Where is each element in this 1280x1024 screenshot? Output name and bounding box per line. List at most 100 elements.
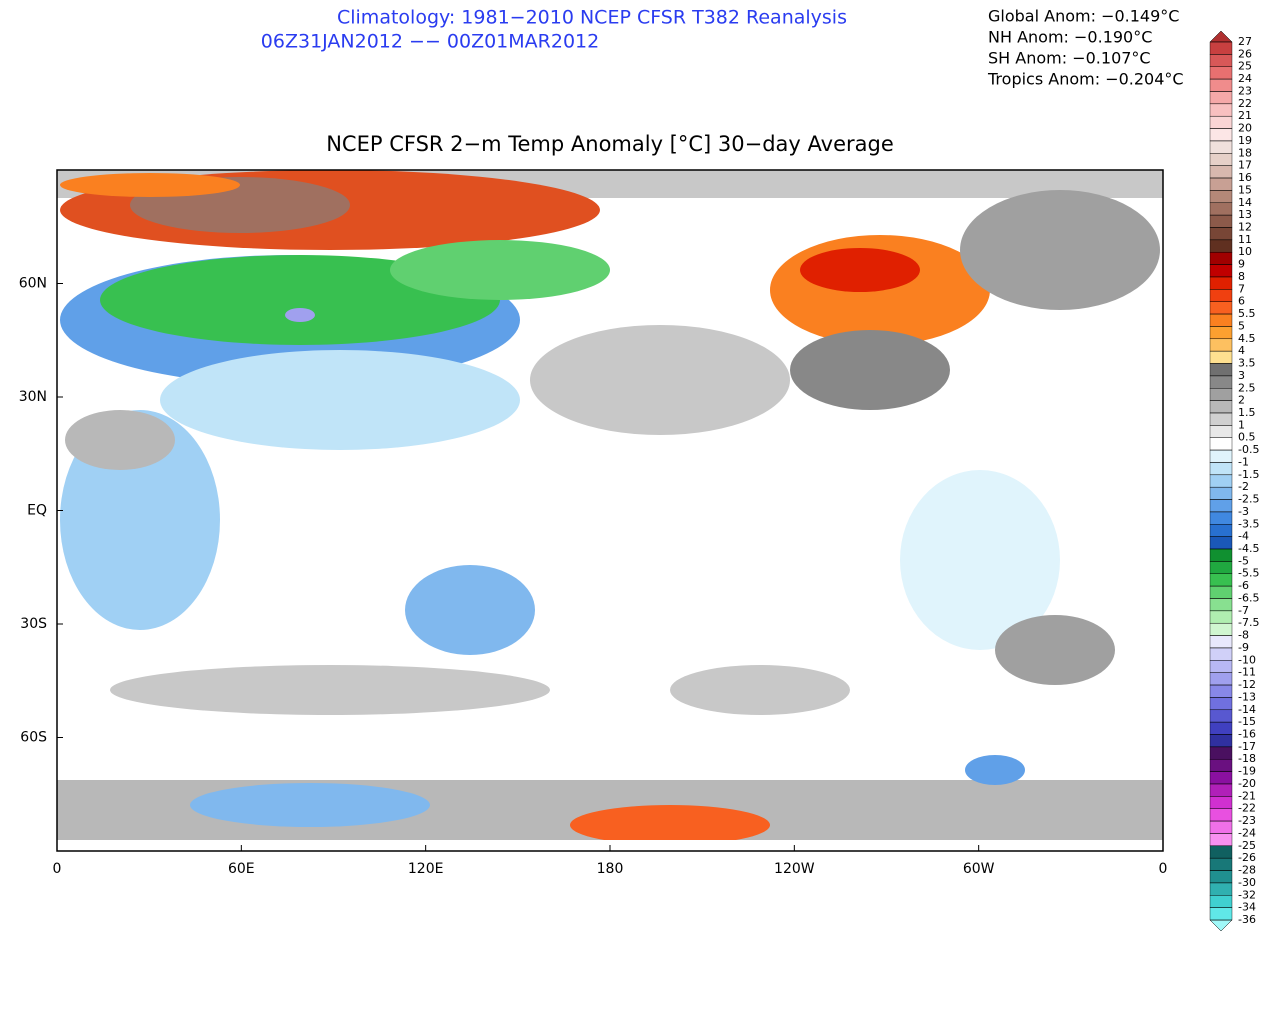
- colorbar-label: 19: [1238, 134, 1252, 147]
- colorbar-box: [1209, 103, 1233, 117]
- colorbar-box: [1209, 759, 1233, 772]
- colorbar-label: -3.5: [1238, 517, 1259, 530]
- colorbar-label: -7: [1238, 604, 1249, 617]
- colorbar-box: [1209, 783, 1233, 797]
- colorbar-label: 2.5: [1238, 381, 1256, 394]
- colorbar-label: -24: [1238, 826, 1256, 839]
- colorbar-label: -30: [1238, 876, 1256, 889]
- colorbar-label: 4: [1238, 344, 1245, 357]
- anomaly-warm: [530, 325, 790, 435]
- colorbar-box: [1209, 128, 1233, 142]
- colorbar-box: [1209, 177, 1233, 191]
- colorbar-box: [1209, 276, 1233, 290]
- colorbar-label: -5.5: [1238, 567, 1259, 580]
- colorbar-label: 27: [1238, 35, 1252, 48]
- colorbar-label: 15: [1238, 183, 1252, 196]
- colorbar-label: 0.5: [1238, 431, 1256, 444]
- colorbar-box: [1209, 833, 1233, 847]
- colorbar-label: -3: [1238, 505, 1249, 518]
- colorbar-box: [1209, 289, 1233, 302]
- colorbar-box: [1209, 252, 1233, 265]
- colorbar-box: [1209, 820, 1233, 834]
- anomaly-warm: [65, 410, 175, 470]
- colorbar-box: [1209, 499, 1233, 513]
- colorbar-label: -1.5: [1238, 468, 1259, 481]
- stat: Global Anom: −0.149°C: [988, 7, 1179, 26]
- colorbar-box: [1209, 412, 1233, 426]
- colorbar-box: [1209, 78, 1233, 92]
- colorbar-label: -6.5: [1238, 591, 1259, 604]
- colorbar-label: 17: [1238, 159, 1252, 172]
- colorbar-label: 1.5: [1238, 406, 1256, 419]
- colorbar-box: [1209, 857, 1233, 871]
- x-tick-label: 60E: [228, 861, 255, 877]
- y-tick-label: 30N: [19, 389, 47, 405]
- x-tick-label: 120W: [774, 861, 815, 877]
- colorbar-label: 24: [1238, 72, 1252, 85]
- colorbar-label: -10: [1238, 653, 1256, 666]
- colorbar-box: [1209, 363, 1233, 377]
- anomaly-cold: [160, 350, 520, 450]
- anomaly-warm: [60, 173, 240, 197]
- colorbar-box: [1209, 721, 1233, 735]
- colorbar-box: [1209, 474, 1233, 488]
- anomaly-cold: [965, 755, 1025, 785]
- stat: NH Anom: −0.190°C: [988, 28, 1152, 47]
- colorbar-label: 7: [1238, 282, 1245, 295]
- colorbar-box: [1209, 796, 1233, 809]
- anomaly-warm: [995, 615, 1115, 685]
- anomaly-cold: [405, 565, 535, 655]
- colorbar-triangle: [1209, 30, 1233, 43]
- colorbar-label: -28: [1238, 864, 1256, 877]
- anomaly-warm: [960, 190, 1160, 310]
- colorbar-label: -0.5: [1238, 443, 1259, 456]
- y-tick-label: EQ: [27, 503, 47, 519]
- anomaly-warm: [110, 665, 550, 715]
- colorbar-label: 22: [1238, 97, 1252, 110]
- colorbar-label: 10: [1238, 245, 1252, 258]
- colorbar-label: -4: [1238, 530, 1249, 543]
- x-tick-label: 60W: [963, 861, 995, 877]
- colorbar-label: -2: [1238, 480, 1249, 493]
- colorbar-label: 9: [1238, 258, 1245, 271]
- colorbar-label: 8: [1238, 270, 1245, 283]
- colorbar-label: -5: [1238, 554, 1249, 567]
- colorbar-box: [1209, 635, 1233, 649]
- colorbar-label: 14: [1238, 196, 1252, 209]
- colorbar-box: [1209, 165, 1233, 179]
- colorbar-box: [1209, 511, 1233, 525]
- colorbar-label: -8: [1238, 629, 1249, 642]
- colorbar-label: 5: [1238, 319, 1245, 332]
- colorbar-box: [1209, 350, 1233, 364]
- colorbar-box: [1209, 375, 1233, 389]
- colorbar-box: [1209, 548, 1233, 562]
- colorbar-label: -4.5: [1238, 542, 1259, 555]
- colorbar-label: 6: [1238, 295, 1245, 308]
- colorbar-box: [1209, 697, 1233, 710]
- stat: SH Anom: −0.107°C: [988, 49, 1151, 68]
- colorbar-box: [1209, 771, 1233, 785]
- colorbar-box: [1209, 907, 1233, 921]
- colorbar-label: 25: [1238, 60, 1252, 73]
- colorbar-box: [1209, 400, 1233, 414]
- anomaly-cold: [900, 470, 1060, 650]
- colorbar-box: [1209, 437, 1233, 451]
- colorbar-label: -21: [1238, 789, 1256, 802]
- colorbar-box: [1209, 524, 1233, 537]
- colorbar-box: [1209, 214, 1233, 228]
- colorbar-label: -12: [1238, 678, 1256, 691]
- colorbar-label: -23: [1238, 814, 1256, 827]
- colorbar-box: [1209, 153, 1233, 166]
- colorbar-label: -9: [1238, 641, 1249, 654]
- colorbar-box: [1209, 660, 1233, 673]
- colorbar-label: 3: [1238, 369, 1245, 382]
- header-line: Climatology: 1981−2010 NCEP CFSR T382 Re…: [337, 7, 847, 29]
- colorbar-label: -15: [1238, 715, 1256, 728]
- colorbar-box: [1209, 449, 1233, 463]
- colorbar-label: 3.5: [1238, 357, 1256, 370]
- map-field: [57, 170, 1163, 851]
- colorbar-label: -34: [1238, 901, 1256, 914]
- colorbar-label: -13: [1238, 690, 1256, 703]
- colorbar-label: -17: [1238, 740, 1256, 753]
- colorbar-box: [1209, 462, 1233, 476]
